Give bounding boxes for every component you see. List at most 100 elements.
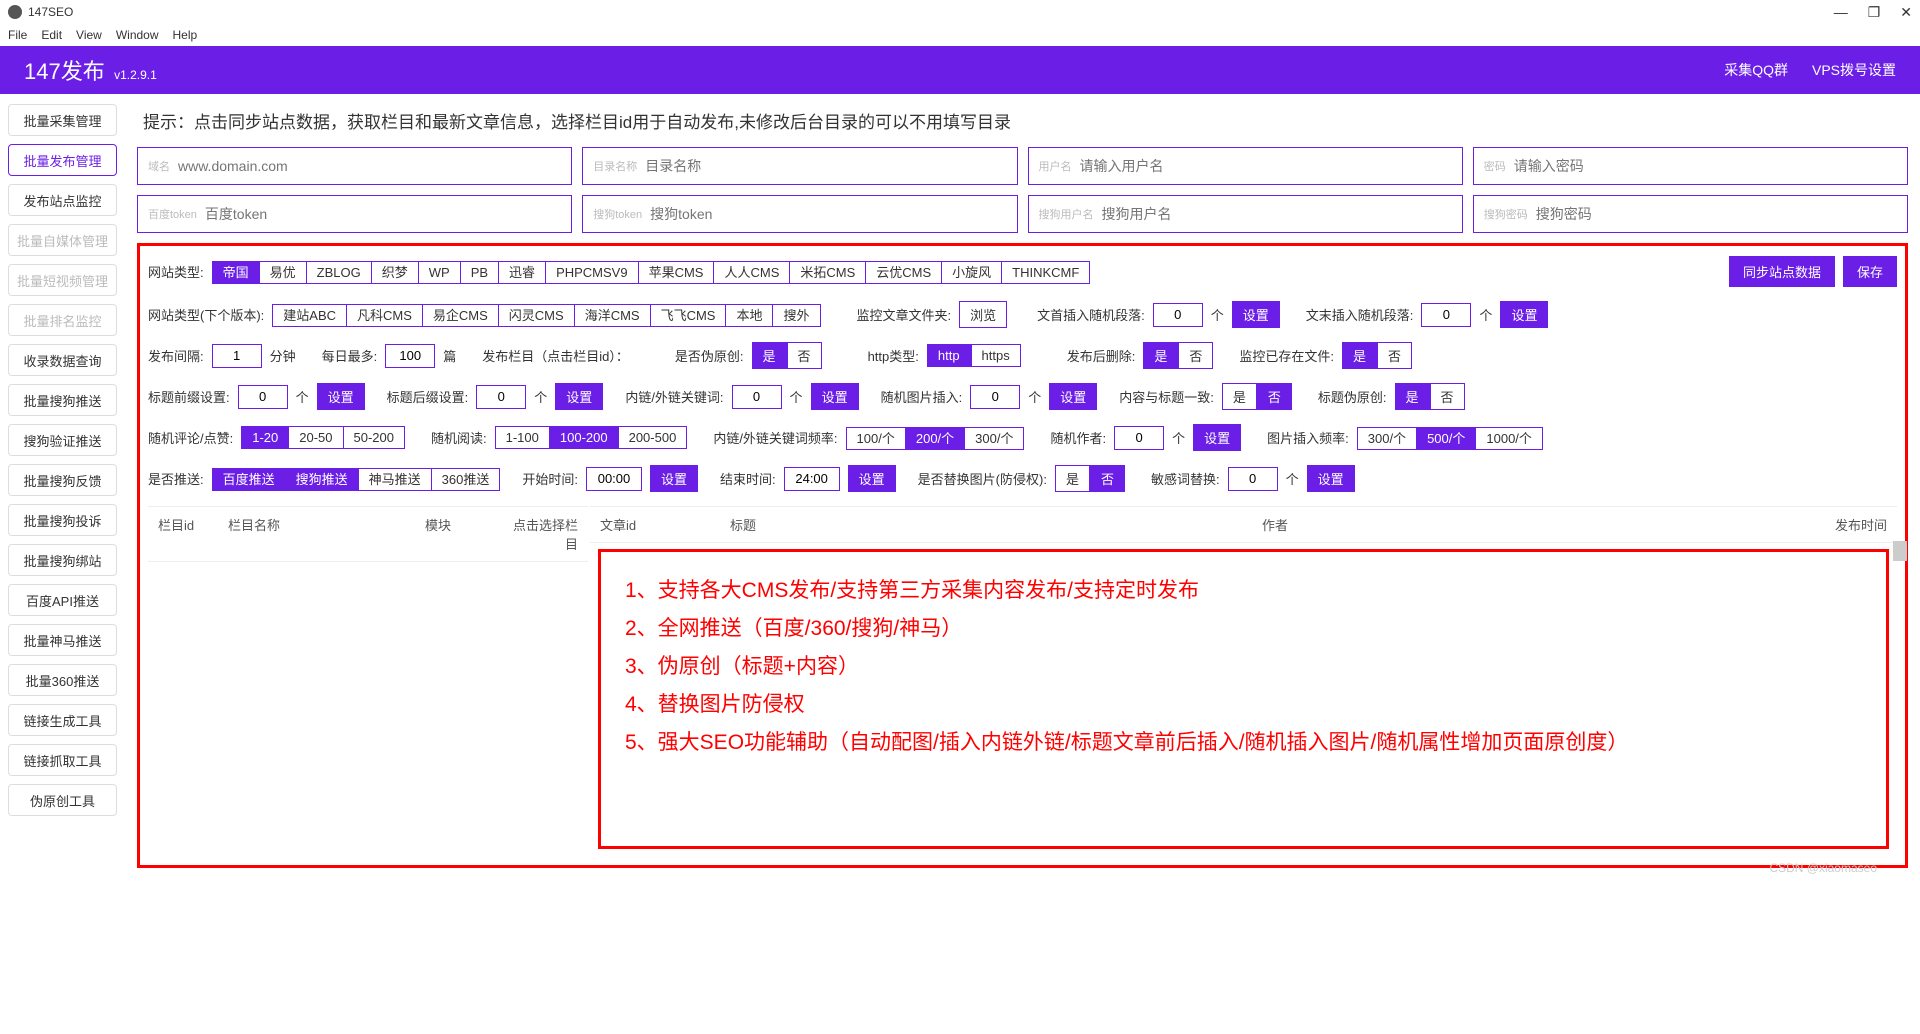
sidebar-item[interactable]: 链接抓取工具 xyxy=(8,744,117,776)
close-button[interactable]: ✕ xyxy=(1900,4,1912,21)
titlepseudo-yes[interactable]: 是 xyxy=(1395,383,1430,410)
starttime-input[interactable] xyxy=(586,467,642,491)
rand-end-set[interactable]: 设置 xyxy=(1500,301,1548,328)
interval-input[interactable] xyxy=(212,344,262,368)
text-input[interactable] xyxy=(178,158,561,174)
endtime-input[interactable] xyxy=(784,467,840,491)
sidebar-item[interactable]: 发布站点监控 xyxy=(8,184,117,216)
option-button[interactable]: 300/个 xyxy=(1357,427,1417,450)
monexist-yes[interactable]: 是 xyxy=(1342,342,1377,369)
rand-start-set[interactable]: 设置 xyxy=(1232,301,1280,328)
linkkw-input[interactable] xyxy=(732,385,782,409)
menu-view[interactable]: View xyxy=(76,28,102,42)
sidebar-item[interactable]: 批量搜狗绑站 xyxy=(8,544,117,576)
option-button[interactable]: 百度推送 xyxy=(212,468,286,491)
option-button[interactable]: 搜外 xyxy=(772,304,820,327)
sidebar-item[interactable]: 批量搜狗推送 xyxy=(8,384,117,416)
text-input[interactable] xyxy=(1514,158,1897,174)
option-button[interactable]: 1-20 xyxy=(241,426,289,449)
sidebar-item[interactable]: 批量搜狗投诉 xyxy=(8,504,117,536)
maximize-button[interactable]: ❐ xyxy=(1868,4,1881,21)
option-button[interactable]: 100/个 xyxy=(846,427,906,450)
header-link[interactable]: VPS拨号设置 xyxy=(1812,60,1896,80)
linkkw-set[interactable]: 设置 xyxy=(811,383,859,410)
option-button[interactable]: 360推送 xyxy=(431,468,501,491)
option-button[interactable]: 神马推送 xyxy=(358,468,432,491)
option-button[interactable]: 人人CMS xyxy=(713,261,790,284)
option-button[interactable]: 1000/个 xyxy=(1475,427,1543,450)
sensword-input[interactable] xyxy=(1228,467,1278,491)
sync-button[interactable]: 同步站点数据 xyxy=(1729,256,1835,287)
menu-edit[interactable]: Edit xyxy=(41,28,62,42)
option-button[interactable]: PB xyxy=(460,261,499,284)
sidebar-item[interactable]: 批量采集管理 xyxy=(8,104,117,136)
save-button[interactable]: 保存 xyxy=(1843,256,1897,287)
sidebar-item[interactable]: 批量神马推送 xyxy=(8,624,117,656)
option-button[interactable]: 500/个 xyxy=(1416,427,1476,450)
http-option[interactable]: http xyxy=(927,344,971,367)
option-button[interactable]: 帝国 xyxy=(212,261,260,284)
sidebar-item[interactable]: 搜狗验证推送 xyxy=(8,424,117,456)
sidebar-item[interactable]: 收录数据查询 xyxy=(8,344,117,376)
option-button[interactable]: WP xyxy=(418,261,461,284)
option-button[interactable]: 搜狗推送 xyxy=(285,468,359,491)
titlepseudo-no[interactable]: 否 xyxy=(1430,383,1465,410)
randimg-input[interactable] xyxy=(970,385,1020,409)
minimize-button[interactable]: — xyxy=(1834,4,1848,21)
browse-button[interactable]: 浏览 xyxy=(959,301,1007,328)
menu-window[interactable]: Window xyxy=(116,28,159,42)
rand-start-input[interactable] xyxy=(1153,303,1203,327)
option-button[interactable]: 本地 xyxy=(725,304,773,327)
option-button[interactable]: 50-200 xyxy=(343,426,405,449)
conttitle-no[interactable]: 否 xyxy=(1257,383,1292,410)
menu-file[interactable]: File xyxy=(8,28,27,42)
option-button[interactable]: 织梦 xyxy=(371,261,419,284)
text-input[interactable] xyxy=(205,206,561,222)
del-yes[interactable]: 是 xyxy=(1143,342,1178,369)
titlesuf-set[interactable]: 设置 xyxy=(555,383,603,410)
header-link[interactable]: 采集QQ群 xyxy=(1724,60,1788,80)
randauthor-input[interactable] xyxy=(1114,426,1164,450)
sensword-set[interactable]: 设置 xyxy=(1307,465,1355,492)
del-no[interactable]: 否 xyxy=(1178,342,1213,369)
option-button[interactable]: 20-50 xyxy=(288,426,343,449)
titlesuf-input[interactable] xyxy=(476,385,526,409)
option-button[interactable]: 苹果CMS xyxy=(638,261,715,284)
option-button[interactable]: 易企CMS xyxy=(422,304,499,327)
https-option[interactable]: https xyxy=(971,344,1021,367)
option-button[interactable]: 小旋风 xyxy=(941,261,1002,284)
randimg-set[interactable]: 设置 xyxy=(1049,383,1097,410)
sidebar-item[interactable]: 批量搜狗反馈 xyxy=(8,464,117,496)
pseudo-yes[interactable]: 是 xyxy=(752,342,787,369)
replaceimg-no[interactable]: 否 xyxy=(1090,465,1125,492)
pseudo-no[interactable]: 否 xyxy=(787,342,822,369)
sidebar-item[interactable]: 批量发布管理 xyxy=(8,144,117,176)
option-button[interactable]: 200/个 xyxy=(905,427,965,450)
text-input[interactable] xyxy=(645,158,1006,174)
option-button[interactable]: 100-200 xyxy=(549,426,619,449)
endtime-set[interactable]: 设置 xyxy=(848,465,896,492)
sidebar-item[interactable]: 百度API推送 xyxy=(8,584,117,616)
option-button[interactable]: 凡科CMS xyxy=(346,304,423,327)
text-input[interactable] xyxy=(1536,206,1897,222)
monexist-no[interactable]: 否 xyxy=(1377,342,1412,369)
text-input[interactable] xyxy=(1080,158,1452,174)
rand-end-input[interactable] xyxy=(1421,303,1471,327)
option-button[interactable]: 飞飞CMS xyxy=(650,304,727,327)
text-input[interactable] xyxy=(650,206,1006,222)
option-button[interactable]: 迅睿 xyxy=(498,261,546,284)
titlepre-set[interactable]: 设置 xyxy=(317,383,365,410)
option-button[interactable]: 200-500 xyxy=(618,426,688,449)
starttime-set[interactable]: 设置 xyxy=(650,465,698,492)
option-button[interactable]: 海洋CMS xyxy=(574,304,651,327)
replaceimg-yes[interactable]: 是 xyxy=(1055,465,1090,492)
option-button[interactable]: PHPCMSV9 xyxy=(545,261,639,284)
option-button[interactable]: 建站ABC xyxy=(272,304,347,327)
sidebar-item[interactable]: 伪原创工具 xyxy=(8,784,117,816)
sidebar-item[interactable]: 批量360推送 xyxy=(8,664,117,696)
option-button[interactable]: 300/个 xyxy=(964,427,1024,450)
scrollbar[interactable] xyxy=(1893,541,1907,561)
option-button[interactable]: 云优CMS xyxy=(865,261,942,284)
conttitle-yes[interactable]: 是 xyxy=(1222,383,1257,410)
daily-input[interactable] xyxy=(385,344,435,368)
